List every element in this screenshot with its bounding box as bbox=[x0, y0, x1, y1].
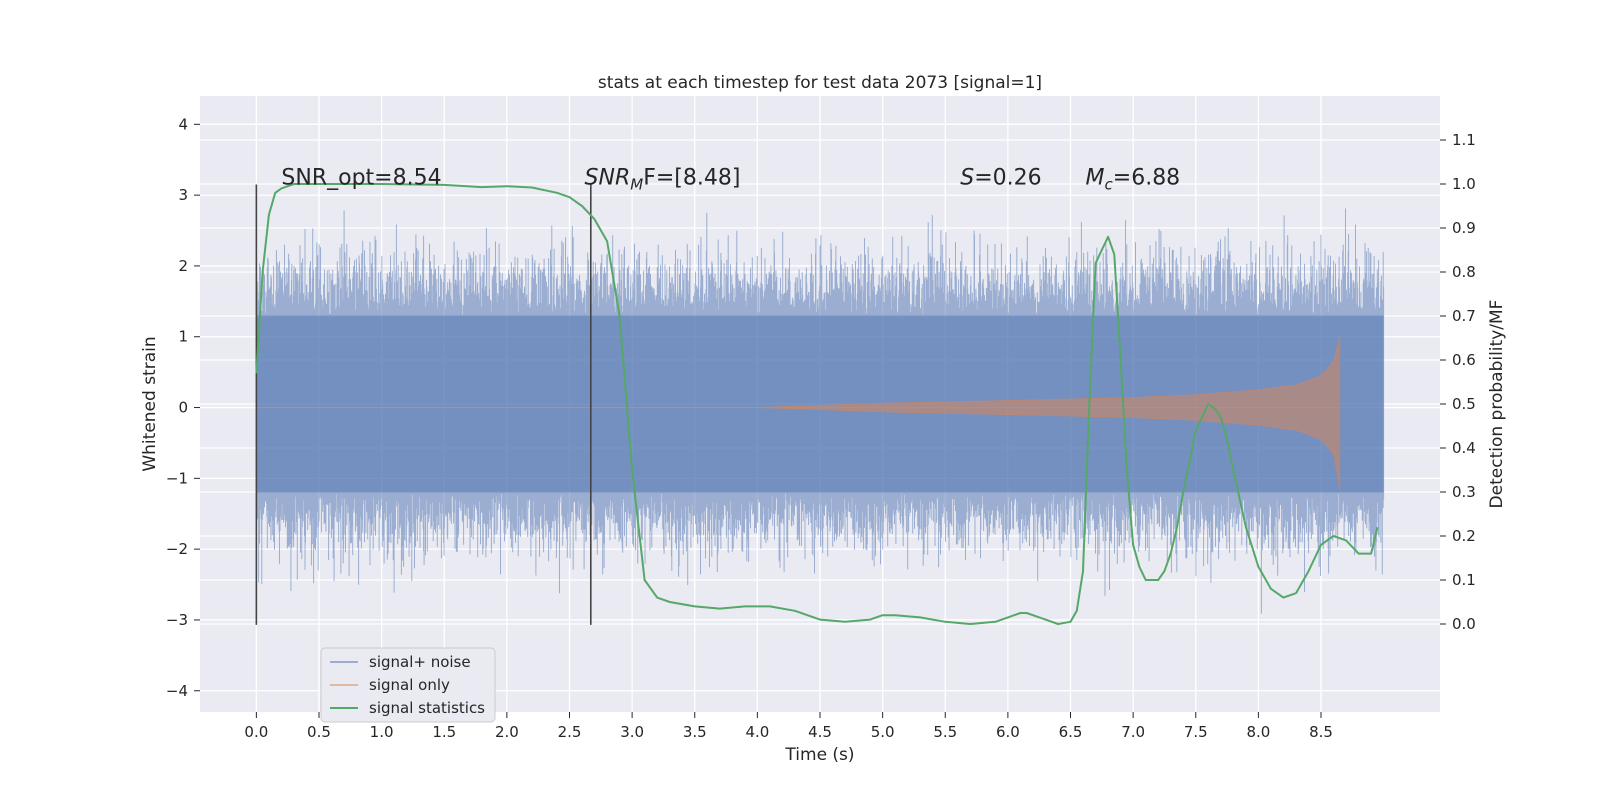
annotation-1: SNRMF=[8.48] bbox=[585, 166, 741, 194]
x-tick-label-5: 2.5 bbox=[558, 723, 582, 741]
x-tick-label-8: 4.0 bbox=[745, 723, 769, 741]
y-left-tick-label-6: 2 bbox=[178, 257, 188, 275]
x-tick-label-1: 0.5 bbox=[307, 723, 331, 741]
y-right-tick-label-2: 0.2 bbox=[1452, 527, 1476, 545]
y-left-tick-label-4: 0 bbox=[178, 399, 188, 417]
x-tick-label-7: 3.5 bbox=[683, 723, 707, 741]
y-left-tick-label-0: −4 bbox=[166, 682, 188, 700]
y-right-tick-label-0: 0.0 bbox=[1452, 615, 1476, 633]
y-right-tick-label-5: 0.5 bbox=[1452, 395, 1476, 413]
y-right-tick-label-10: 1.0 bbox=[1452, 175, 1476, 193]
chart-title: stats at each timestep for test data 207… bbox=[598, 73, 1042, 93]
y-left-tick-label-5: 1 bbox=[178, 328, 188, 346]
x-tick-label-10: 5.0 bbox=[871, 723, 895, 741]
x-tick-label-3: 1.5 bbox=[432, 723, 456, 741]
statistics-line bbox=[255, 183, 1379, 625]
vlines bbox=[255, 184, 592, 625]
annotation-0: SNR_opt=8.54 bbox=[281, 166, 441, 191]
y-left-tick-label-2: −2 bbox=[166, 540, 188, 558]
y-right-tick-label-3: 0.3 bbox=[1452, 483, 1476, 501]
annotations: SNR_opt=8.54 SNRMF=[8.48] S=0.26 Mc=6.88 bbox=[281, 166, 1180, 194]
x-tick-label-11: 5.5 bbox=[933, 723, 957, 741]
x-tick-label-4: 2.0 bbox=[495, 723, 519, 741]
legend-label-signal-statistics: signal statistics bbox=[369, 699, 485, 717]
legend-label-signal-only: signal only bbox=[369, 676, 450, 694]
y-axis-left-label: Whitened strain bbox=[140, 336, 160, 471]
y-left-tick-label-7: 3 bbox=[178, 186, 188, 204]
y-left-tick-label-3: −1 bbox=[166, 469, 188, 487]
legend-label-signal-noise: signal+ noise bbox=[369, 653, 471, 671]
y-right-tick-label-1: 0.1 bbox=[1452, 571, 1476, 589]
legend-box bbox=[320, 647, 496, 723]
x-tick-label-14: 7.0 bbox=[1121, 723, 1145, 741]
x-tick-label-6: 3.0 bbox=[620, 723, 644, 741]
legend: signal+ noise signal only signal statist… bbox=[320, 647, 496, 723]
y-right-tick-label-9: 0.9 bbox=[1452, 219, 1476, 237]
x-tick-label-12: 6.0 bbox=[996, 723, 1020, 741]
y-right-tick-label-4: 0.4 bbox=[1452, 439, 1476, 457]
y-left-tick-label-8: 4 bbox=[178, 115, 188, 133]
x-tick-label-17: 8.5 bbox=[1309, 723, 1333, 741]
x-tick-label-9: 4.5 bbox=[808, 723, 832, 741]
x-tick-label-13: 6.5 bbox=[1059, 723, 1083, 741]
y-axis-right: 0.0 0.1 0.2 0.3 0.4 0.5 0.6 0.7 0.8 0.9 1.0 1.1 bbox=[1440, 131, 1476, 633]
x-tick-label-0: 0.0 bbox=[244, 723, 268, 741]
y-right-tick-label-6: 0.6 bbox=[1452, 351, 1476, 369]
y-right-tick-label-8: 0.8 bbox=[1452, 263, 1476, 281]
signal-statistics-series bbox=[255, 183, 1379, 625]
annotation-2: S=0.26 bbox=[960, 166, 1041, 191]
y-right-tick-label-7: 0.7 bbox=[1452, 307, 1476, 325]
x-tick-label-15: 7.5 bbox=[1184, 723, 1208, 741]
y-left-tick-label-1: −3 bbox=[166, 611, 188, 629]
y-axis-right-label: Detection probability/MF bbox=[1487, 300, 1507, 509]
x-axis-label: Time (s) bbox=[784, 745, 854, 765]
x-tick-label-2: 1.0 bbox=[370, 723, 394, 741]
y-axis-left: −4 −3 −2 −1 0 1 2 3 4 bbox=[166, 115, 200, 700]
x-tick-label-16: 8.0 bbox=[1246, 723, 1270, 741]
x-axis: 0.0 0.5 1.0 1.5 2.0 2.5 3.0 3.5 4.0 4.5 5.0 5.5 6.0 6… bbox=[244, 712, 1333, 741]
annotation-3: Mc=6.88 bbox=[1086, 166, 1181, 194]
y-right-tick-label-11: 1.1 bbox=[1452, 131, 1476, 149]
